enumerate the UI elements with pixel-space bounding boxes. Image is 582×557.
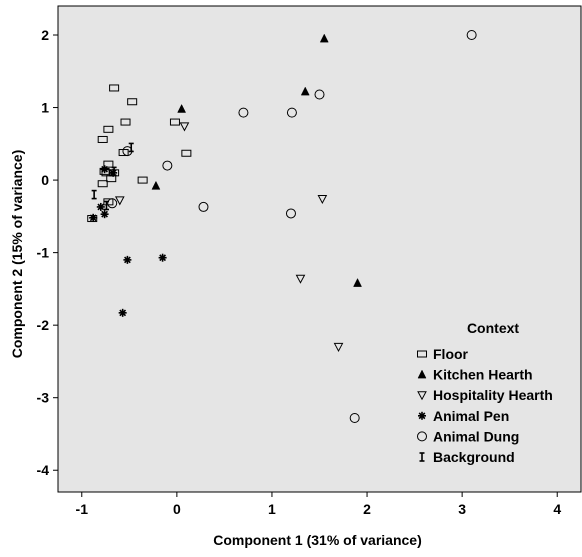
- legend-marker: [417, 350, 427, 358]
- data-point: [238, 107, 249, 118]
- data-point: [286, 107, 297, 118]
- legend-label: Kitchen Hearth: [433, 367, 533, 383]
- legend-label: Animal Pen: [433, 408, 509, 424]
- axes: -1 0 1 2 3 4 -4 -3 -2 -1 0 1 2: [37, 27, 562, 517]
- legend-item: Animal Pen: [418, 408, 509, 424]
- data-point: [103, 125, 114, 133]
- legend-marker: [417, 431, 427, 442]
- legend-marker: [417, 369, 427, 379]
- data-point: [353, 278, 362, 287]
- data-point: [109, 84, 120, 92]
- legend-marker: [419, 452, 425, 462]
- legend-marker: [418, 411, 426, 420]
- data-point: [162, 160, 173, 171]
- y-tick-label: 2: [41, 27, 49, 43]
- data-point: [97, 180, 108, 188]
- data-point: [97, 135, 108, 143]
- data-point: [120, 118, 131, 126]
- data-point: [118, 308, 127, 317]
- legend-label: Background: [433, 449, 515, 465]
- x-tick-label: -1: [76, 501, 89, 517]
- legend-marker: [417, 391, 427, 401]
- legend-label: Animal Dung: [433, 428, 519, 444]
- legend-label: Hospitality Hearth: [433, 387, 553, 403]
- y-tick-label: 0: [41, 172, 49, 188]
- data-point: [179, 122, 190, 132]
- data-point: [103, 160, 114, 168]
- data-point: [177, 103, 187, 113]
- legend-item: Hospitality Hearth: [417, 387, 553, 403]
- y-tick-label: 1: [41, 100, 49, 116]
- x-tick-label: 2: [363, 501, 371, 517]
- y-tick-label: -2: [37, 317, 50, 333]
- series-hospitality-hearth: [114, 122, 344, 352]
- data-point: [300, 86, 310, 96]
- y-axis-title: Component 2 (15% of variance): [9, 150, 25, 359]
- series-background: [91, 142, 134, 211]
- data-point: [137, 176, 148, 184]
- data-point: [127, 98, 138, 106]
- data-point: [295, 274, 306, 284]
- data-point: [466, 30, 477, 41]
- x-tick-label: 3: [458, 501, 466, 517]
- data-point: [89, 213, 98, 222]
- data-point: [123, 255, 132, 264]
- data-point: [317, 194, 328, 205]
- data-point: [118, 149, 129, 157]
- legend-item: Floor: [417, 346, 469, 362]
- data-point: [198, 201, 209, 212]
- data-point: [103, 200, 109, 211]
- data-point: [169, 118, 180, 126]
- series-kitchen-hearth: [151, 33, 362, 287]
- data-point: [114, 196, 125, 206]
- data-point: [158, 253, 167, 262]
- data-point: [319, 33, 329, 43]
- data-point: [91, 189, 97, 200]
- data-point: [111, 166, 117, 177]
- data-point: [333, 342, 344, 352]
- data-point: [151, 180, 161, 190]
- x-tick-label: 4: [553, 501, 561, 517]
- series-animal-dung: [107, 30, 477, 424]
- series-floor: [87, 84, 192, 223]
- data-point: [100, 165, 109, 174]
- data-point: [349, 413, 360, 424]
- y-tick-label: -4: [37, 462, 50, 478]
- legend-label: Floor: [433, 346, 469, 362]
- legend-item: Animal Dung: [417, 428, 519, 444]
- data-point: [128, 142, 134, 153]
- data-point: [181, 149, 192, 157]
- legend: Context Floor Kitchen Hearth Hospitality H…: [417, 320, 553, 465]
- series-animal-pen: [89, 165, 167, 317]
- data-point: [314, 89, 325, 100]
- y-tick-label: -3: [37, 390, 50, 406]
- plot-area: [57, 5, 582, 493]
- data-point: [107, 198, 118, 209]
- x-tick-label: 0: [173, 501, 181, 517]
- legend-title: Context: [467, 320, 519, 336]
- legend-item: Background: [419, 449, 515, 465]
- data-points: [87, 30, 477, 424]
- y-tick-label: -1: [37, 245, 50, 261]
- data-point: [96, 202, 105, 211]
- x-tick-label: 1: [268, 501, 276, 517]
- data-point: [100, 210, 109, 219]
- data-point: [103, 198, 114, 206]
- x-axis-title: Component 1 (31% of variance): [213, 532, 422, 548]
- data-point: [285, 208, 296, 219]
- legend-item: Kitchen Hearth: [417, 367, 533, 383]
